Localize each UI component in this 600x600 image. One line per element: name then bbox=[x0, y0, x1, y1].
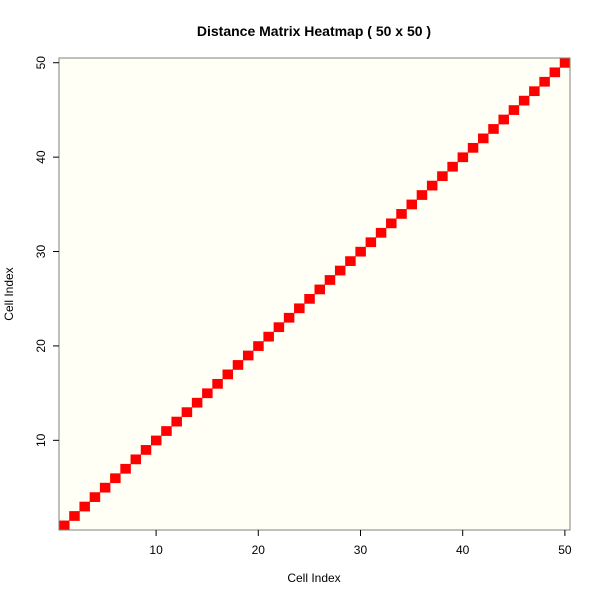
heatmap-cell-38-38 bbox=[437, 171, 448, 182]
heatmap-cell-49-49 bbox=[549, 67, 561, 78]
heatmap-cell-32-32 bbox=[375, 227, 387, 238]
heatmap-cell-20-20 bbox=[253, 341, 264, 351]
x-tick-label: 10 bbox=[149, 543, 163, 557]
heatmap-cell-22-22 bbox=[273, 322, 285, 333]
heatmap-cell-35-35 bbox=[406, 199, 417, 210]
x-axis-label: Cell Index bbox=[287, 571, 340, 585]
x-tick-label: 30 bbox=[354, 543, 368, 557]
heatmap-cell-18-18 bbox=[232, 360, 244, 370]
heatmap-cell-50-50 bbox=[559, 58, 571, 68]
heatmap-cell-17-17 bbox=[222, 369, 234, 380]
y-tick-label: 40 bbox=[34, 150, 48, 164]
heatmap-cell-30-30 bbox=[355, 246, 366, 257]
heatmap-cell-21-21 bbox=[263, 331, 274, 342]
heatmap-cell-28-28 bbox=[334, 265, 346, 276]
heatmap-cell-11-11 bbox=[161, 426, 172, 436]
heatmap-cell-39-39 bbox=[447, 161, 458, 172]
heatmap-cell-42-42 bbox=[478, 133, 489, 144]
heatmap-cell-45-45 bbox=[508, 105, 520, 115]
heatmap-cell-25-25 bbox=[304, 294, 315, 304]
heatmap-cell-12-12 bbox=[171, 416, 182, 427]
heatmap-cell-23-23 bbox=[283, 312, 295, 323]
heatmap-cell-4-4 bbox=[89, 492, 101, 502]
heatmap-cell-40-40 bbox=[457, 152, 469, 163]
heatmap-cell-47-47 bbox=[529, 86, 540, 97]
heatmap-cell-14-14 bbox=[191, 397, 203, 408]
heatmap-cell-1-1 bbox=[59, 520, 70, 531]
x-tick-label: 50 bbox=[558, 543, 572, 557]
heatmap-cell-2-2 bbox=[69, 511, 80, 521]
y-axis-label: Cell Index bbox=[2, 267, 16, 320]
heatmap-cell-3-3 bbox=[79, 501, 90, 512]
x-axis: 10 20 30 40 50 bbox=[149, 530, 572, 557]
heatmap-cell-44-44 bbox=[498, 114, 509, 125]
heatmap-cell-27-27 bbox=[324, 275, 336, 285]
heatmap-cell-9-9 bbox=[140, 445, 152, 455]
chart-title: Distance Matrix Heatmap ( 50 x 50 ) bbox=[197, 23, 431, 39]
y-tick-label: 50 bbox=[34, 56, 48, 70]
x-tick-label: 20 bbox=[252, 543, 266, 557]
heatmap-cell-48-48 bbox=[539, 76, 550, 87]
y-tick-label: 10 bbox=[34, 433, 48, 447]
heatmap-cell-6-6 bbox=[110, 473, 121, 484]
heatmap-cell-26-26 bbox=[314, 284, 326, 295]
heatmap-cell-19-19 bbox=[242, 350, 254, 361]
heatmap-cell-13-13 bbox=[181, 407, 193, 418]
heatmap-cell-33-33 bbox=[386, 218, 397, 229]
heatmap-cell-10-10 bbox=[150, 435, 162, 446]
heatmap-cell-36-36 bbox=[416, 190, 428, 200]
heatmap-cell-37-37 bbox=[426, 180, 438, 191]
heatmap-cell-5-5 bbox=[99, 482, 111, 493]
heatmap-cell-8-8 bbox=[130, 454, 142, 465]
heatmap-cell-24-24 bbox=[294, 303, 305, 314]
heatmap-cell-46-46 bbox=[518, 95, 530, 106]
heatmap-cell-7-7 bbox=[120, 463, 131, 474]
heatmap-cell-41-41 bbox=[467, 142, 479, 153]
heatmap-cell-31-31 bbox=[365, 237, 377, 248]
plot-frame bbox=[58, 57, 571, 531]
heatmap-cells bbox=[59, 58, 571, 531]
heatmap-cell-15-15 bbox=[202, 388, 213, 399]
heatmap-cell-34-34 bbox=[396, 209, 407, 219]
heatmap-cell-29-29 bbox=[345, 256, 356, 266]
y-tick-label: 20 bbox=[34, 339, 48, 353]
x-tick-label: 40 bbox=[456, 543, 470, 557]
y-tick-label: 30 bbox=[34, 245, 48, 259]
y-axis: 10 20 30 40 50 bbox=[34, 56, 59, 447]
heatmap-cell-16-16 bbox=[212, 378, 223, 389]
heatmap-cell-43-43 bbox=[488, 124, 499, 134]
